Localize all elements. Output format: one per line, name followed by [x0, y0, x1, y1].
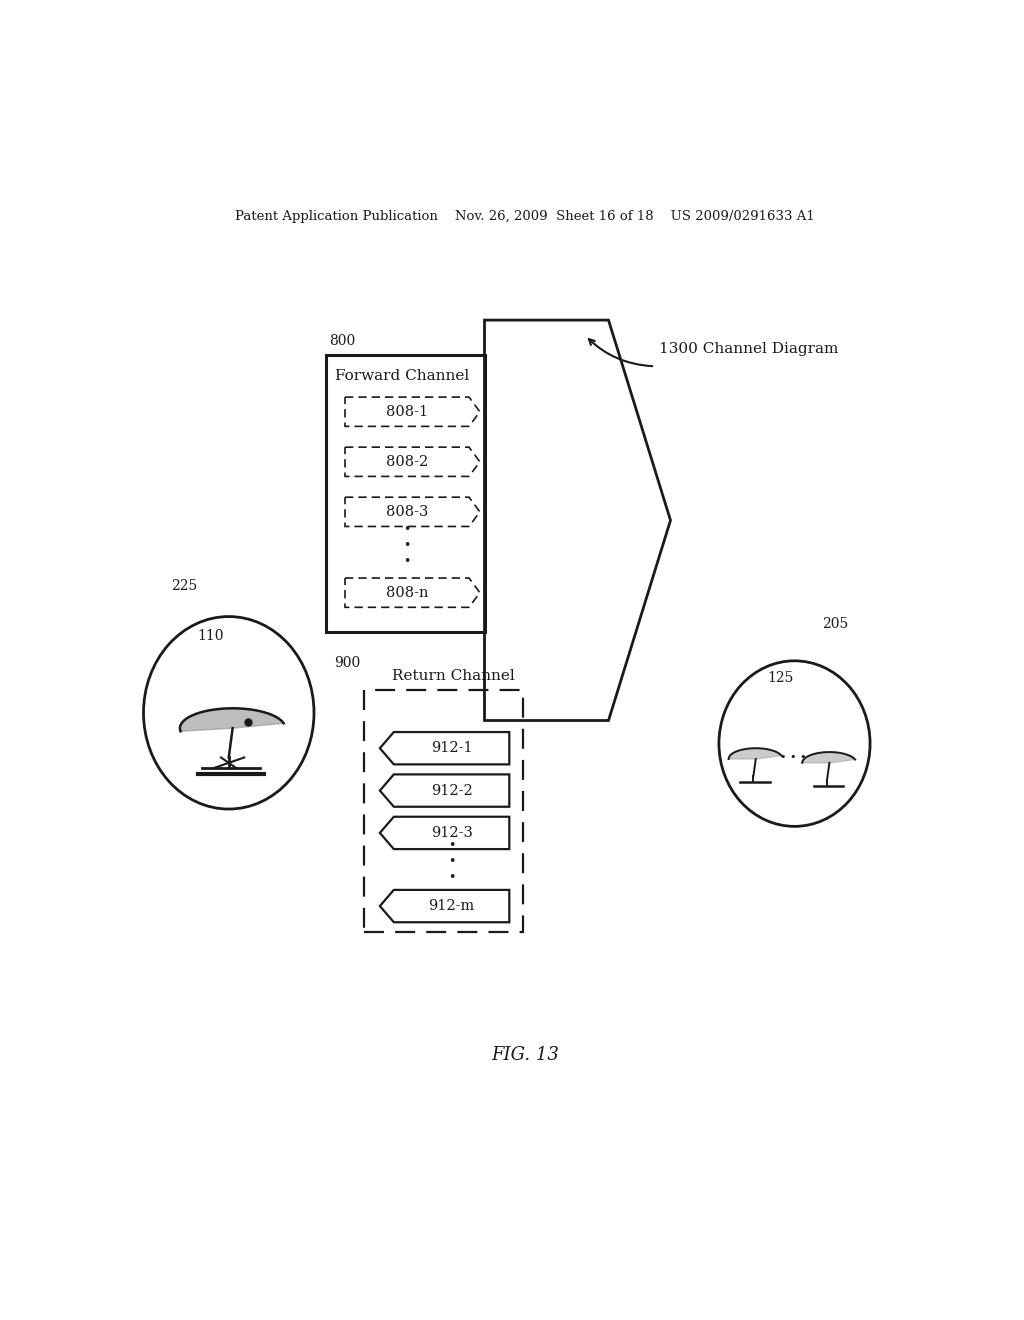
Text: Forward Channel: Forward Channel	[335, 370, 469, 383]
Bar	[326, 355, 484, 632]
Polygon shape	[802, 752, 855, 763]
Text: 110: 110	[198, 628, 224, 643]
Text: •
•
•: • • •	[447, 838, 456, 883]
Text: 900: 900	[334, 656, 360, 669]
Text: 808-2: 808-2	[386, 455, 428, 469]
Text: 808-3: 808-3	[386, 504, 428, 519]
Text: 205: 205	[821, 618, 848, 631]
Text: 225: 225	[171, 578, 197, 593]
Text: 808-1: 808-1	[386, 405, 428, 418]
Text: 125: 125	[767, 671, 794, 685]
Text: 912-3: 912-3	[431, 826, 472, 840]
Text: 912-2: 912-2	[431, 784, 472, 797]
Text: 800: 800	[330, 334, 355, 348]
Polygon shape	[180, 709, 284, 731]
Text: Return Channel: Return Channel	[391, 669, 514, 682]
Text: 912-1: 912-1	[431, 742, 472, 755]
Text: FIG. 13: FIG. 13	[490, 1047, 559, 1064]
Text: • • •: • • •	[779, 752, 806, 763]
Polygon shape	[729, 748, 781, 759]
Text: 808-n: 808-n	[386, 586, 428, 599]
Text: Patent Application Publication    Nov. 26, 2009  Sheet 16 of 18    US 2009/02916: Patent Application Publication Nov. 26, …	[234, 210, 815, 223]
Text: 1300 Channel Diagram: 1300 Channel Diagram	[658, 342, 839, 356]
Text: 912-m: 912-m	[428, 899, 475, 913]
Text: •
•
•: • • •	[403, 523, 411, 568]
Bar	[365, 689, 523, 932]
